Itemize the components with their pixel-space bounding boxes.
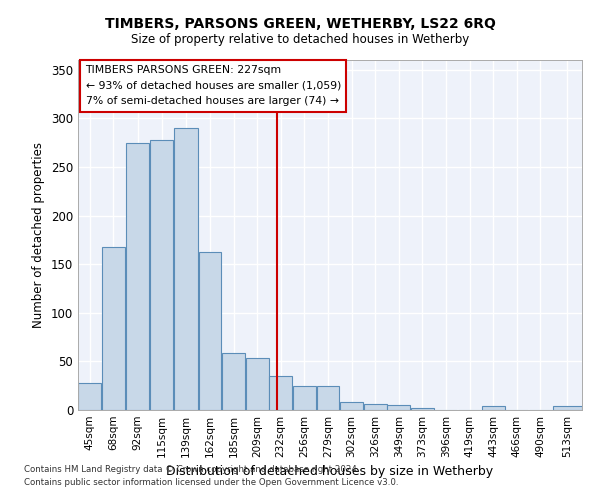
Bar xyxy=(222,352,245,410)
Bar xyxy=(364,404,386,410)
Text: TIMBERS PARSONS GREEN: 227sqm
← 93% of detached houses are smaller (1,059)
7% of: TIMBERS PARSONS GREEN: 227sqm ← 93% of d… xyxy=(86,66,341,106)
Bar xyxy=(79,383,101,410)
Bar xyxy=(388,405,410,410)
Bar xyxy=(174,128,197,410)
Y-axis label: Number of detached properties: Number of detached properties xyxy=(32,142,46,328)
Bar xyxy=(150,140,173,410)
Bar xyxy=(317,386,340,410)
Bar xyxy=(102,246,125,410)
Bar xyxy=(553,406,581,410)
Bar xyxy=(411,408,434,410)
Bar xyxy=(199,252,221,410)
Bar xyxy=(269,376,292,410)
Bar xyxy=(293,386,316,410)
Text: Contains public sector information licensed under the Open Government Licence v3: Contains public sector information licen… xyxy=(24,478,398,487)
Bar xyxy=(340,402,363,410)
Bar xyxy=(246,358,269,410)
Bar xyxy=(125,142,149,410)
Text: Contains HM Land Registry data © Crown copyright and database right 2024.: Contains HM Land Registry data © Crown c… xyxy=(24,466,359,474)
Bar xyxy=(482,406,505,410)
X-axis label: Distribution of detached houses by size in Wetherby: Distribution of detached houses by size … xyxy=(166,466,494,478)
Text: Size of property relative to detached houses in Wetherby: Size of property relative to detached ho… xyxy=(131,32,469,46)
Text: TIMBERS, PARSONS GREEN, WETHERBY, LS22 6RQ: TIMBERS, PARSONS GREEN, WETHERBY, LS22 6… xyxy=(104,18,496,32)
